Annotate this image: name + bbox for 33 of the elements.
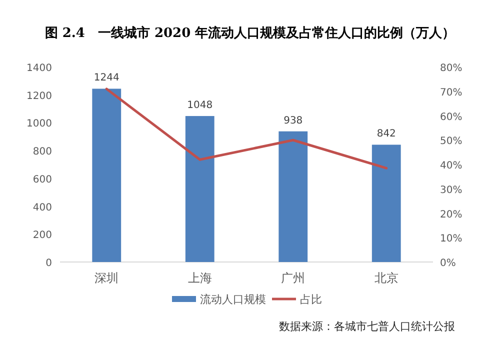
- source-note: 数据来源：各城市七普人口统计公报: [279, 320, 455, 333]
- y2-tick-label: 80%: [440, 63, 462, 74]
- y-tick-label: 1000: [26, 118, 52, 130]
- y2-tick-label: 10%: [440, 234, 462, 245]
- x-tick-label: 广州: [281, 271, 306, 285]
- x-tick-label: 上海: [188, 271, 212, 285]
- data-label: 842: [376, 128, 396, 140]
- chart-title: 图 2.4 一线城市 2020 年流动人口规模及占常住人口的比例（万人）: [44, 25, 456, 41]
- y2-tick-label: 40%: [440, 160, 462, 172]
- legend-label: 流动人口规模: [200, 293, 266, 306]
- y2-tick-label: 20%: [440, 209, 462, 220]
- y2-tick-label: 50%: [440, 136, 462, 148]
- legend-label: 占比: [300, 293, 322, 306]
- x-tick-label: 深圳: [94, 271, 119, 285]
- y-tick-label: 1400: [26, 63, 52, 74]
- y-tick-label: 800: [32, 146, 52, 158]
- y-tick-label: 600: [32, 174, 52, 186]
- bar: [372, 144, 401, 262]
- y-tick-label: 1200: [26, 90, 52, 102]
- y-tick-label: 400: [32, 202, 52, 214]
- y-tick-label: 200: [32, 230, 52, 242]
- bar: [92, 88, 122, 262]
- y2-tick-label: 70%: [440, 87, 462, 98]
- y2-tick-label: 30%: [440, 184, 462, 196]
- data-label: 938: [284, 115, 303, 126]
- bar: [185, 116, 214, 262]
- y-tick-label: 0: [46, 258, 52, 269]
- data-label: 1048: [187, 100, 213, 112]
- y2-tick-label: 60%: [440, 112, 462, 123]
- bar: [278, 131, 308, 262]
- y2-tick-label: 0%: [440, 258, 456, 269]
- x-tick-label: 北京: [374, 271, 398, 285]
- data-label: 1244: [94, 72, 120, 84]
